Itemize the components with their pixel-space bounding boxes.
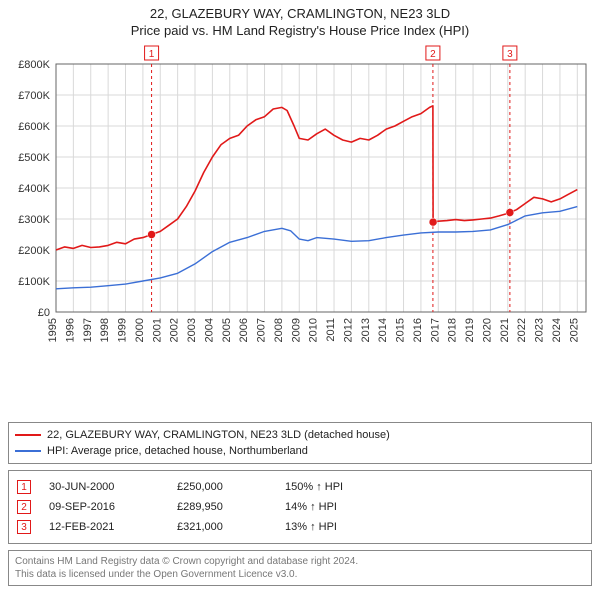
svg-text:1999: 1999: [117, 318, 129, 342]
svg-text:£200K: £200K: [18, 245, 50, 257]
svg-text:2005: 2005: [221, 318, 233, 342]
event-marker-num: 1: [21, 482, 27, 493]
title-subtitle: Price paid vs. HM Land Registry's House …: [8, 23, 592, 38]
svg-text:£300K: £300K: [18, 214, 50, 226]
chart-container: 22, GLAZEBURY WAY, CRAMLINGTON, NE23 3LD…: [0, 0, 600, 590]
svg-text:2: 2: [430, 49, 436, 60]
svg-text:£700K: £700K: [18, 90, 50, 102]
svg-text:2024: 2024: [551, 318, 563, 342]
svg-text:£600K: £600K: [18, 121, 50, 133]
legend-swatch: [15, 450, 41, 452]
svg-text:2023: 2023: [534, 318, 546, 342]
event-pct: 150% ↑ HPI: [285, 481, 583, 493]
svg-text:1: 1: [149, 49, 155, 60]
svg-text:2007: 2007: [256, 318, 268, 342]
svg-text:2020: 2020: [481, 318, 493, 342]
events-box: 1 30-JUN-2000 £250,000 150% ↑ HPI 2 09-S…: [8, 470, 592, 544]
event-marker: 3: [17, 520, 31, 534]
footer-line: Contains HM Land Registry data © Crown c…: [15, 555, 585, 568]
svg-text:2021: 2021: [499, 318, 511, 342]
svg-text:£0: £0: [38, 307, 50, 319]
event-date: 09-SEP-2016: [49, 501, 159, 513]
svg-text:2011: 2011: [325, 318, 337, 342]
event-row: 1 30-JUN-2000 £250,000 150% ↑ HPI: [17, 477, 583, 497]
svg-text:£100K: £100K: [18, 276, 50, 288]
titles: 22, GLAZEBURY WAY, CRAMLINGTON, NE23 3LD…: [8, 6, 592, 38]
event-marker-num: 2: [21, 502, 27, 513]
svg-text:2010: 2010: [308, 318, 320, 342]
svg-text:2013: 2013: [360, 318, 372, 342]
svg-text:2003: 2003: [186, 318, 198, 342]
svg-text:1997: 1997: [82, 318, 94, 342]
event-date: 12-FEB-2021: [49, 521, 159, 533]
event-row: 3 12-FEB-2021 £321,000 13% ↑ HPI: [17, 517, 583, 537]
svg-text:£500K: £500K: [18, 152, 50, 164]
event-marker: 1: [17, 480, 31, 494]
svg-text:2000: 2000: [134, 318, 146, 342]
event-price: £289,950: [177, 501, 267, 513]
svg-text:£800K: £800K: [18, 59, 50, 71]
event-row: 2 09-SEP-2016 £289,950 14% ↑ HPI: [17, 497, 583, 517]
footer-line: This data is licensed under the Open Gov…: [15, 568, 585, 581]
svg-text:2017: 2017: [429, 318, 441, 342]
chart-area: £0 £100K £200K £300K £400K £500K £600K £700K £80…: [8, 42, 592, 416]
event-price: £250,000: [177, 481, 267, 493]
svg-text:2016: 2016: [412, 318, 424, 342]
svg-text:2002: 2002: [169, 318, 181, 342]
footer-box: Contains HM Land Registry data © Crown c…: [8, 550, 592, 586]
event-pct: 14% ↑ HPI: [285, 501, 583, 513]
event-marker: 2: [17, 500, 31, 514]
svg-text:2019: 2019: [464, 318, 476, 342]
svg-text:3: 3: [507, 49, 513, 60]
event-pct: 13% ↑ HPI: [285, 521, 583, 533]
svg-text:2012: 2012: [342, 318, 354, 342]
svg-text:2008: 2008: [273, 318, 285, 342]
event-price: £321,000: [177, 521, 267, 533]
legend-swatch: [15, 434, 41, 436]
svg-text:£400K: £400K: [18, 183, 50, 195]
svg-text:2004: 2004: [203, 318, 215, 342]
legend-row: HPI: Average price, detached house, Nort…: [15, 443, 585, 459]
svg-text:2018: 2018: [447, 318, 459, 342]
svg-text:2009: 2009: [290, 318, 302, 342]
svg-text:2022: 2022: [516, 318, 528, 342]
event-marker-num: 3: [21, 522, 27, 533]
svg-text:2014: 2014: [377, 318, 389, 342]
svg-text:1998: 1998: [99, 318, 111, 342]
svg-text:1995: 1995: [47, 318, 59, 342]
svg-text:2006: 2006: [238, 318, 250, 342]
svg-text:2025: 2025: [568, 318, 580, 342]
title-address: 22, GLAZEBURY WAY, CRAMLINGTON, NE23 3LD: [8, 6, 592, 21]
legend-label: HPI: Average price, detached house, Nort…: [47, 445, 308, 457]
legend-row: 22, GLAZEBURY WAY, CRAMLINGTON, NE23 3LD…: [15, 427, 585, 443]
legend-label: 22, GLAZEBURY WAY, CRAMLINGTON, NE23 3LD…: [47, 429, 390, 441]
svg-text:2015: 2015: [395, 318, 407, 342]
svg-text:1996: 1996: [64, 318, 76, 342]
svg-text:2001: 2001: [151, 318, 163, 342]
event-date: 30-JUN-2000: [49, 481, 159, 493]
chart-svg: £0 £100K £200K £300K £400K £500K £600K £700K £80…: [8, 42, 592, 352]
legend-box: 22, GLAZEBURY WAY, CRAMLINGTON, NE23 3LD…: [8, 422, 592, 464]
